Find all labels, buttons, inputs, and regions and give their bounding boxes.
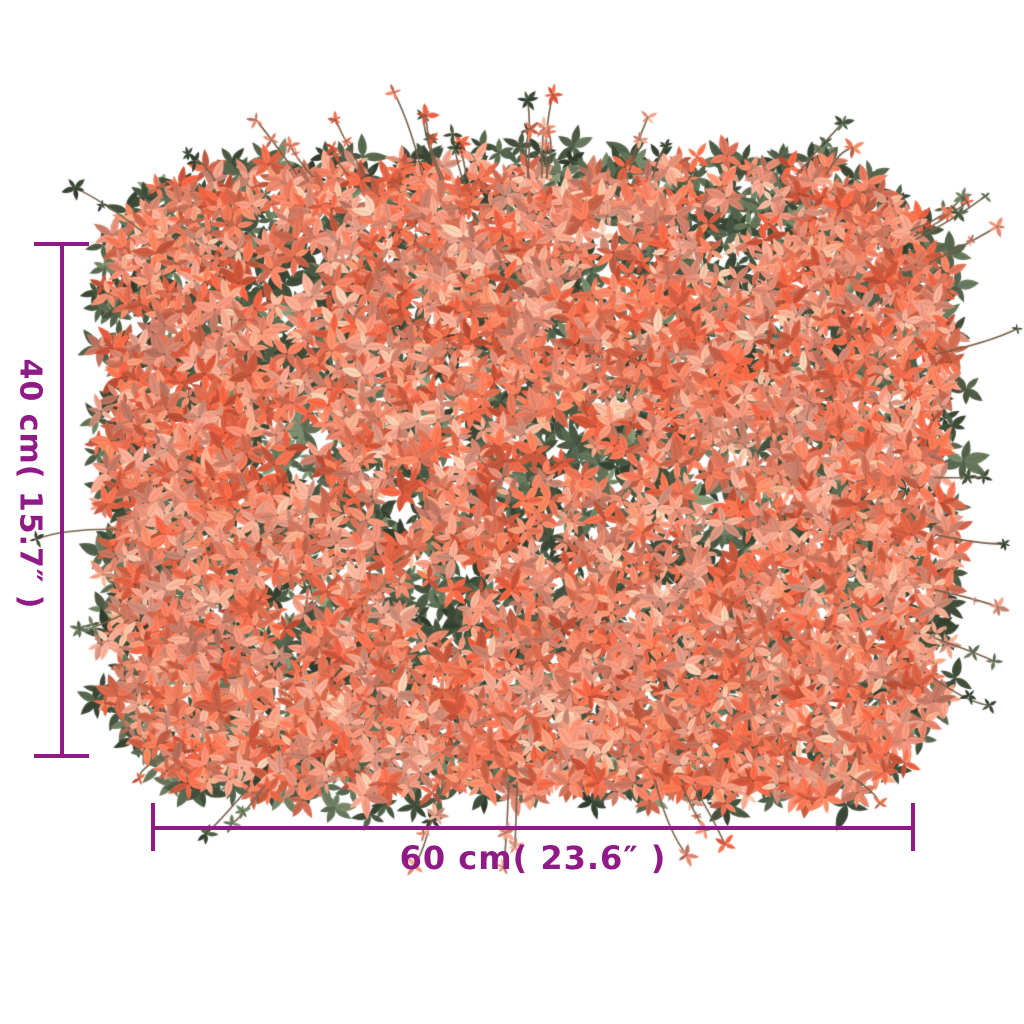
horizontal-line-right-cap xyxy=(911,803,915,851)
horizontal-dimension-line xyxy=(151,803,915,851)
horizontal-dimension-label: 60 cm( 23.6″ ) xyxy=(399,839,667,877)
horizontal-line-left-cap xyxy=(151,803,155,851)
vertical-line-top-cap xyxy=(34,242,89,246)
vertical-line-bottom-cap xyxy=(34,754,89,758)
vertical-dimension-label: 40 cm( 15.7″ ) xyxy=(12,358,48,610)
vertical-dimension-line xyxy=(34,242,89,758)
